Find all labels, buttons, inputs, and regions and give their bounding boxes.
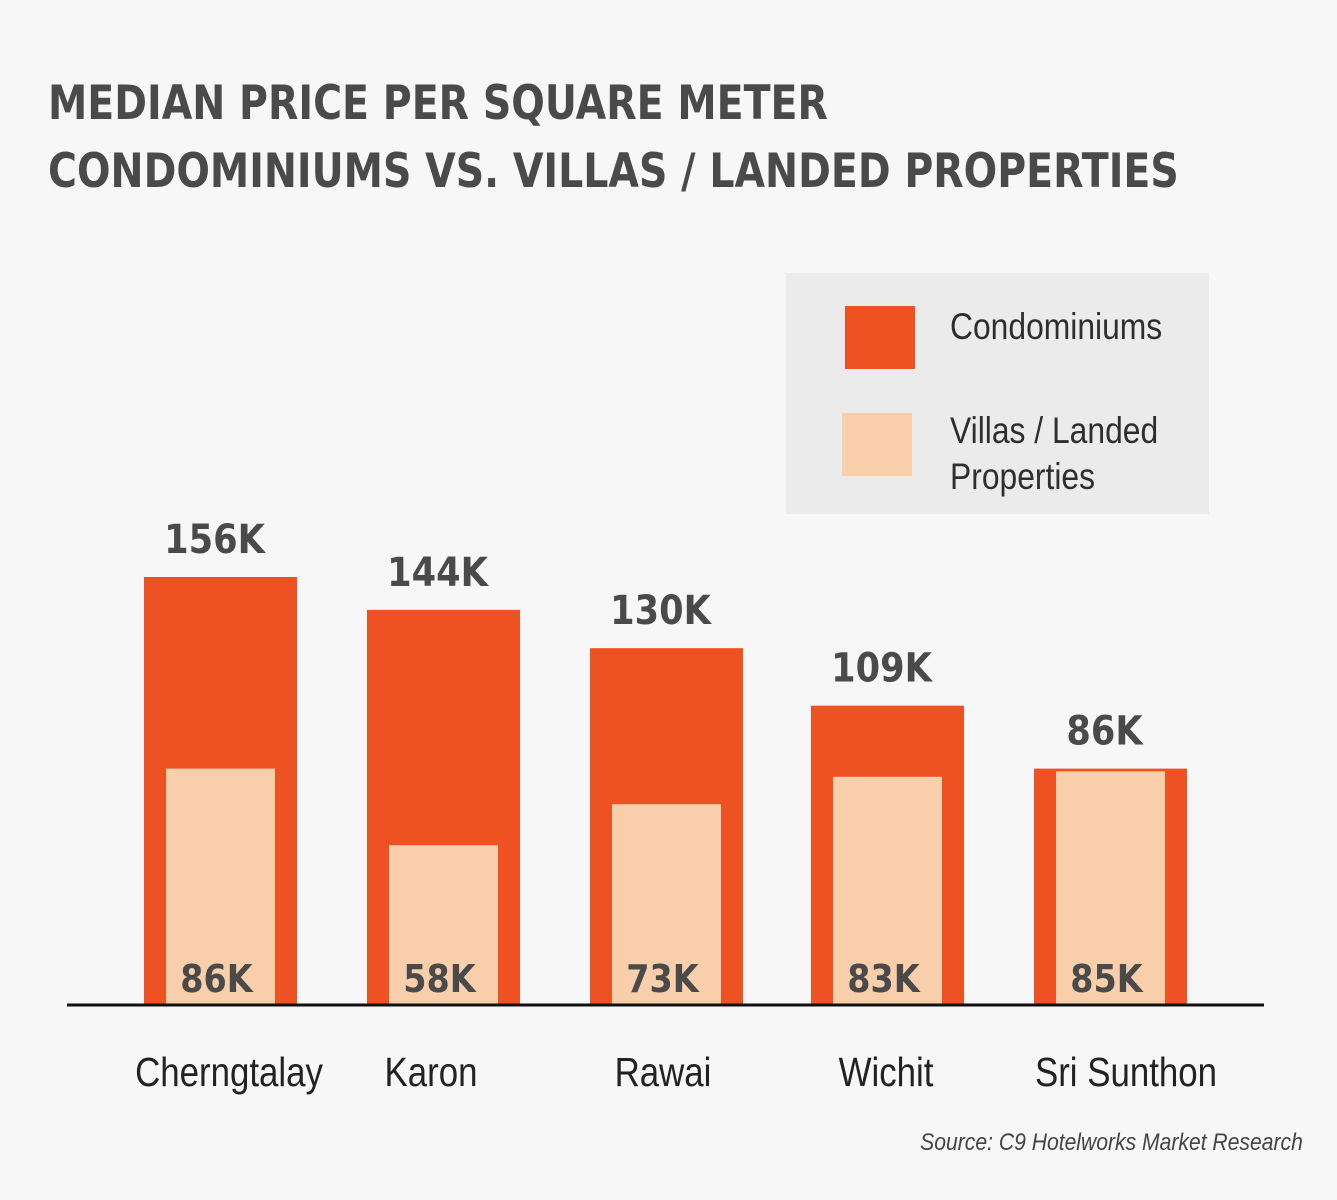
value-label-villas-wichit: 83K	[847, 958, 921, 1002]
chart-title: MEDIAN PRICE PER SQUARE METER CONDOMINIU…	[48, 70, 1337, 206]
legend-label-villas-line1: Villas / Landed	[950, 410, 1159, 451]
legend-swatch-condominiums	[845, 306, 915, 369]
title-line-2: CONDOMINIUMS VS. VILLAS / LANDED PROPERT…	[48, 144, 1179, 199]
value-label-villas-rawai: 73K	[626, 958, 700, 1002]
bar-villas-wichit	[833, 776, 942, 1004]
legend-swatch-villas	[842, 413, 912, 476]
category-label-cherngtalay: Cherngtalay	[135, 1050, 323, 1095]
value-label-condominiums-karon: 144K	[387, 549, 489, 596]
bar-villas-rawai	[612, 804, 721, 1004]
source-note: Source: C9 Hotelworks Market Research	[920, 1129, 1303, 1156]
legend-label-condominiums: Condominiums	[950, 306, 1163, 347]
value-label-villas-karon: 58K	[403, 958, 477, 1002]
value-label-villas-cherngtalay: 86K	[180, 958, 254, 1002]
category-label-sri-sunthon: Sri Sunthon	[1035, 1050, 1217, 1095]
category-label-wichit: Wichit	[839, 1050, 934, 1095]
bar-villas-karon	[389, 845, 498, 1004]
bar-villas-sri-sunthon	[1056, 771, 1165, 1004]
value-label-villas-sri-sunthon: 85K	[1070, 958, 1144, 1002]
value-label-condominiums-rawai: 130K	[610, 587, 712, 634]
category-label-karon: Karon	[385, 1050, 478, 1095]
legend-label-villas-line2: Properties	[950, 456, 1096, 497]
value-label-condominiums-cherngtalay: 156K	[164, 516, 266, 563]
bar-villas-cherngtalay	[166, 768, 275, 1004]
legend: Condominiums Villas / Landed Properties	[786, 273, 1209, 514]
title-line-1: MEDIAN PRICE PER SQUARE METER	[48, 76, 828, 131]
category-label-rawai: Rawai	[615, 1050, 712, 1095]
value-label-condominiums-sri-sunthon: 86K	[1066, 707, 1144, 754]
value-label-condominiums-wichit: 109K	[831, 644, 933, 691]
